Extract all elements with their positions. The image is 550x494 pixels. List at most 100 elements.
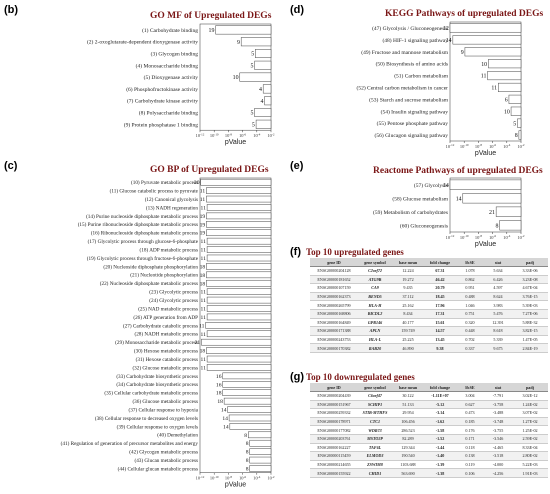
category-label: (25) NAD metabolic process bbox=[138, 305, 198, 312]
chart-title-b: GO MF of Upregulated DEGs bbox=[150, 11, 272, 21]
bar-count-label: 18 bbox=[200, 281, 206, 287]
column-header: fold change bbox=[424, 383, 456, 392]
table-cell: ENSG00000214655 bbox=[310, 460, 358, 470]
table-cell: 29.954 bbox=[392, 408, 424, 418]
table-cell: 3.004 bbox=[456, 391, 484, 401]
table-row: ENSG00000243753 HLA-L 25.225 13.45 0.702 5.33… bbox=[310, 335, 548, 345]
table-cell: -4.256 bbox=[484, 468, 512, 478]
table-cell: 1.046 bbox=[456, 300, 484, 310]
bar-count-label: 11 bbox=[199, 323, 205, 329]
table-cell: 1.078 bbox=[456, 266, 484, 276]
table-cell: MSTO2P bbox=[358, 434, 392, 444]
x-tick-label: 10-12 bbox=[196, 132, 205, 138]
panel-letter-e: (e) bbox=[290, 160, 304, 172]
bar bbox=[487, 71, 522, 81]
table-cell: 286.523 bbox=[392, 425, 424, 435]
table-cell: 3.02E-12 bbox=[512, 391, 548, 401]
table-cell: ENSG00000164849 bbox=[310, 318, 358, 328]
category-label: (11) Glucose catabolic process to pyruva… bbox=[110, 188, 199, 195]
table-cell: ENSG00000162373 bbox=[310, 292, 358, 302]
table-cell: 0.320 bbox=[456, 318, 484, 328]
table-cell: 4.67E-04 bbox=[512, 283, 548, 293]
table-cell: 5.88E-32 bbox=[512, 318, 548, 328]
table-row: ENSG00000259332 STIB-MTHFS 29.954 -3.14 0.47… bbox=[310, 408, 548, 418]
x-tick-label: 10-2 bbox=[267, 132, 274, 138]
x-axis-label: pValue bbox=[225, 482, 246, 489]
category-label: (31) Hexose catabolic process bbox=[136, 356, 198, 363]
table-cell: ENSG00000259332 bbox=[310, 408, 358, 418]
bar bbox=[510, 106, 522, 116]
table-cell: ENSG00000178971 bbox=[310, 417, 358, 427]
category-label: (8) Polysaccharide binding bbox=[139, 110, 199, 117]
x-tick-label: 10-8 bbox=[475, 234, 482, 240]
bar bbox=[240, 37, 272, 47]
table-cell: 25.162 bbox=[392, 300, 424, 310]
table-cell: 0.118 bbox=[456, 443, 484, 453]
table-cell: -3.546 bbox=[484, 434, 512, 444]
category-label: (3) Glycogen binding bbox=[151, 51, 199, 58]
category-label: (28) NADH metabolic process bbox=[134, 331, 198, 338]
table-cell: -1.11E+07 bbox=[424, 391, 456, 401]
table-row: ENSG00000204128 C2orf72 12.224 67.31 1.078 5.… bbox=[310, 266, 548, 276]
column-header: padj bbox=[512, 258, 548, 267]
bar bbox=[249, 448, 272, 455]
bar bbox=[206, 237, 272, 245]
column-header: stat bbox=[484, 383, 512, 392]
panel-letter-d: (d) bbox=[290, 4, 305, 16]
x-tick-label: 10-8 bbox=[225, 132, 232, 138]
table-row: ENSG00000204439 C6orf47 30.122 -1.11E+07 3.0… bbox=[310, 391, 548, 401]
bar bbox=[249, 465, 272, 472]
bar-count-label: 20 bbox=[194, 180, 200, 186]
bar bbox=[499, 220, 522, 231]
table-cell: HLA-H bbox=[358, 300, 392, 310]
category-label: (50) Biosynthesis of amino acids bbox=[376, 61, 448, 68]
table-cell: WDR73 bbox=[358, 425, 392, 435]
bar bbox=[464, 47, 522, 57]
table-cell: -3.518 bbox=[484, 451, 512, 461]
bar bbox=[498, 82, 522, 92]
bar-count-label: 14 bbox=[221, 408, 227, 414]
table-cell: CTC1 bbox=[358, 417, 392, 427]
table-cell: ENSG00000107159 bbox=[310, 283, 358, 293]
category-label: (49) Fructose and mannose metabolism bbox=[361, 49, 448, 56]
category-label: (22) Nucleoside diphosphate metabolic pr… bbox=[100, 280, 198, 287]
category-label: (52) Central carbon metabolism in cancer bbox=[357, 84, 449, 91]
category-label: (53) Starch and sucrose metabolism bbox=[369, 96, 449, 103]
category-label: (26) ATP generation from ADP bbox=[133, 314, 198, 321]
table-cell: -5.12 bbox=[424, 400, 456, 410]
bar bbox=[200, 178, 272, 186]
table-cell: 1.24E-02 bbox=[512, 400, 548, 410]
table-cell: APLN bbox=[358, 326, 392, 336]
bar bbox=[206, 355, 272, 363]
bar bbox=[206, 187, 272, 194]
table-row: ENSG00000265799 HLA-H 25.162 17.96 1.046 3.98… bbox=[310, 300, 548, 310]
chart-b: 10-12 10-10 10-8 10-6 10-4 10-2 pValue 19 (1) Ca… bbox=[87, 23, 275, 146]
bar-count-label: 14 bbox=[222, 416, 228, 422]
column-header: lfcSE bbox=[456, 258, 484, 267]
table-cell: ZSWIM8 bbox=[358, 460, 392, 470]
table-title-f: Top 10 upregulated genes bbox=[306, 247, 404, 257]
bar bbox=[495, 206, 522, 217]
category-label: (1) Carbohydrate binding bbox=[142, 27, 198, 34]
table-cell: 15.61 bbox=[424, 318, 456, 328]
category-label: (54) Insulin signaling pathway bbox=[381, 108, 449, 115]
table-row: ENSG00000181652 ATG9B 19.272 46.42 0.862 6.42… bbox=[310, 275, 548, 285]
bar-count-label: 14 bbox=[223, 424, 229, 430]
upregulated-genes-table: gene ID gene symbol base mean fold change lf… bbox=[310, 258, 548, 353]
category-label: (55) Pentose phosphate pathway bbox=[377, 120, 449, 127]
category-label: (47) Glycolysis / Gluconeogenesis bbox=[372, 25, 448, 32]
table-row: ENSG00000178971 CTC1 106.456 -1.62 0.185 -3.7… bbox=[310, 417, 548, 427]
category-label: (43) Glucan metabolic process bbox=[134, 457, 198, 464]
table-row: ENSG00000107159 CA9 9.435 20.79 0.951 4.597 4.… bbox=[310, 283, 548, 293]
table-cell: 0.951 bbox=[456, 283, 484, 293]
table-cell: 8.33E-04 bbox=[512, 443, 548, 453]
table-cell: 5.634 bbox=[484, 266, 512, 276]
table-cell: ENSG00000115459 bbox=[310, 451, 358, 461]
table-cell: -1.62 bbox=[424, 417, 456, 427]
bar-count-label: 11 bbox=[201, 290, 207, 296]
category-label: (30) Hexose metabolic process bbox=[134, 348, 198, 355]
downregulated-genes-table: gene ID gene symbol base mean fold change lf… bbox=[310, 383, 548, 478]
bar bbox=[462, 193, 522, 204]
table-cell: ENSG00000177082 bbox=[310, 425, 358, 435]
category-label: (9) Protein phosphatase 1 binding bbox=[124, 121, 198, 128]
